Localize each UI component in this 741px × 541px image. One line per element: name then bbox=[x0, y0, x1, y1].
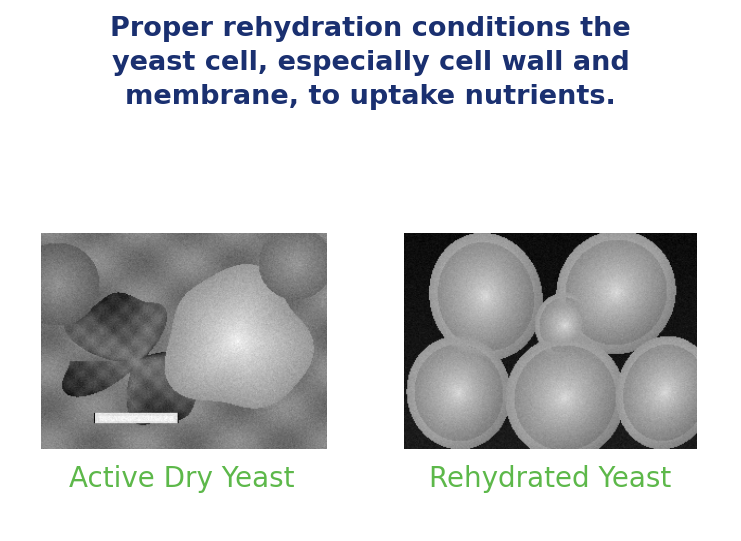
Text: Rehydrated Yeast: Rehydrated Yeast bbox=[429, 465, 671, 493]
Text: Proper rehydration conditions the
yeast cell, especially cell wall and
membrane,: Proper rehydration conditions the yeast … bbox=[110, 16, 631, 110]
Text: Active Dry Yeast: Active Dry Yeast bbox=[69, 465, 294, 493]
